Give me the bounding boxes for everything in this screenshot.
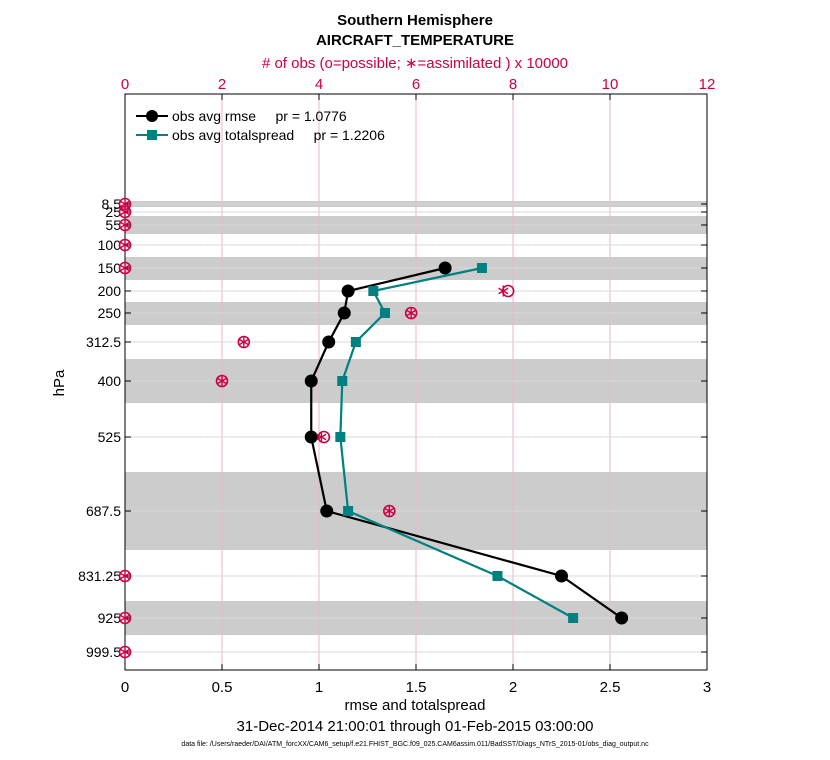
totalspread-point xyxy=(568,613,579,623)
obs-assimilated-stroke xyxy=(238,338,249,346)
x-axis-label: rmse and totalspread xyxy=(345,697,486,714)
y-tick-label: 999.5 xyxy=(86,644,121,660)
series-lines xyxy=(304,261,629,625)
y-tick-label: 55 xyxy=(105,217,121,233)
obs-possible-marker xyxy=(317,430,331,444)
rmse-point xyxy=(304,430,318,444)
rmse-point xyxy=(322,335,336,349)
obs-assimilated-marker xyxy=(384,505,395,517)
rmse-point xyxy=(320,504,334,518)
y-tick-label: 312.5 xyxy=(86,334,121,350)
y-tick-label: 831.25 xyxy=(78,568,121,584)
y-tick-label: 200 xyxy=(98,283,122,299)
totalspread-point xyxy=(368,286,379,296)
legend-rmse-marker xyxy=(146,110,158,122)
chart-title: Southern Hemisphere xyxy=(337,12,493,29)
x-tick-label: 1 xyxy=(315,679,323,696)
obs-assimilated-marker xyxy=(119,262,131,274)
totalspread-point xyxy=(379,308,390,318)
totalspread-point xyxy=(337,376,348,386)
obs-assimilated-marker xyxy=(119,206,131,218)
obs-assimilated-stroke xyxy=(119,614,131,622)
totalspread-point xyxy=(492,571,503,581)
rmse-point xyxy=(304,374,318,388)
x-tick-label: 1.5 xyxy=(406,679,427,696)
obs-assimilated-marker xyxy=(119,612,131,624)
y-tick-label: 400 xyxy=(98,373,122,389)
obs-count-markers xyxy=(118,197,515,659)
obs-assimilated-stroke xyxy=(406,309,417,317)
totalspread-point xyxy=(350,337,361,347)
top-tick-label: 8 xyxy=(509,76,517,93)
top-tick-label: 10 xyxy=(602,76,619,93)
y-tick-label: 100 xyxy=(98,237,122,253)
y-tick-label: 525 xyxy=(98,429,122,445)
obs-assimilated-marker xyxy=(406,307,417,319)
obs-assimilated-stroke xyxy=(119,221,131,229)
y-tick-label: 25 xyxy=(105,204,121,220)
chart-subtitle: AIRCRAFT_TEMPERATURE xyxy=(316,32,514,49)
x-tick-label: 3 xyxy=(703,679,711,696)
rmse-point xyxy=(615,611,629,625)
obs-assimilated-stroke xyxy=(119,241,131,249)
data-file-note: data file: /Users/raeder/DAI/ATM_forcXX/… xyxy=(181,741,649,748)
obs-assimilated-stroke xyxy=(384,507,395,515)
obs-assimilated-stroke xyxy=(119,648,131,656)
rmse-point xyxy=(337,306,351,320)
obs-assimilated-marker xyxy=(216,375,228,387)
rmse-point xyxy=(438,261,452,275)
y-axis-label: hPa xyxy=(51,369,68,396)
top-tick-label: 2 xyxy=(218,76,226,93)
y-tick-label: 250 xyxy=(98,305,122,321)
y-tick-label: 925 xyxy=(98,610,122,626)
obs-assimilated-stroke xyxy=(316,433,327,441)
y-tick-label: 8.5 xyxy=(102,196,122,212)
legend-rmse-label: obs avg rmse pr = 1.0776 xyxy=(172,108,347,124)
obs-assimilated-marker xyxy=(119,570,131,582)
obs-assimilated-marker xyxy=(238,336,249,348)
y-tick-label: 150 xyxy=(98,260,122,276)
totalspread-point xyxy=(476,263,487,273)
x-tick-label: 2.5 xyxy=(600,679,621,696)
x-tick-label: 0 xyxy=(121,679,129,696)
y-tick-label: 687.5 xyxy=(86,503,121,519)
obs-assimilated-marker xyxy=(498,285,509,297)
obs-assimilated-stroke xyxy=(119,208,131,216)
obs-assimilated-marker xyxy=(119,239,131,251)
obs-assimilated-stroke xyxy=(216,377,228,385)
rmse-point xyxy=(555,569,568,583)
obs-assimilated-stroke xyxy=(119,264,131,272)
x-tick-label: 2 xyxy=(509,679,517,696)
obs-assimilated-stroke xyxy=(119,572,131,580)
legend: obs avg rmse pr = 1.0776 obs avg totalsp… xyxy=(136,108,385,143)
top-axis-ticks: 0 2 4 6 8 10 12 xyxy=(121,76,716,100)
legend-spread-marker xyxy=(147,130,157,140)
x-axis-ticks: 0 0.5 1 1.5 2 2.5 3 xyxy=(121,664,711,696)
totalspread-point xyxy=(343,506,354,516)
obs-assimilated-marker xyxy=(316,431,327,443)
rmse-point xyxy=(341,284,355,298)
top-tick-label: 0 xyxy=(121,76,129,93)
obs-assimilated-stroke xyxy=(498,287,509,295)
obs-assimilated-marker xyxy=(119,219,131,231)
top-tick-label: 12 xyxy=(699,76,716,93)
obs-assimilated-marker xyxy=(119,646,131,658)
legend-spread-label: obs avg totalspread pr = 1.2206 xyxy=(172,127,385,143)
totalspread-point xyxy=(335,432,346,442)
date-range: 31-Dec-2014 21:00:01 through 01-Feb-2015… xyxy=(237,718,594,735)
top-axis-label: # of obs (o=possible; ∗=assimilated ) x … xyxy=(262,55,568,72)
x-tick-label: 0.5 xyxy=(212,679,233,696)
top-tick-label: 4 xyxy=(315,76,323,93)
obs-assimilated-stroke xyxy=(119,200,131,208)
top-tick-label: 6 xyxy=(412,76,420,93)
